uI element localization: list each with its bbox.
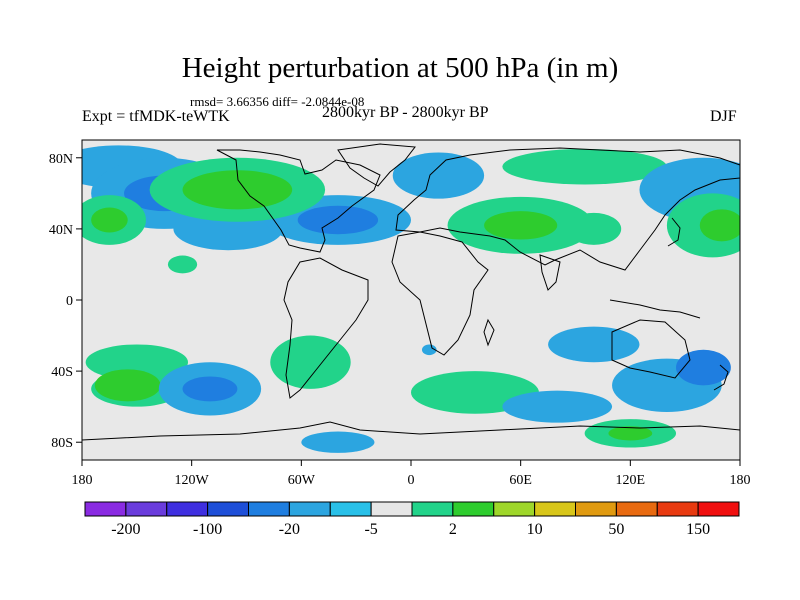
colorbar-label: 2 <box>449 521 457 538</box>
experiment-label: Expt = tfMDK-teWTK <box>82 108 230 125</box>
colorbar-label: -5 <box>364 521 377 538</box>
colorbar-label: -20 <box>279 521 300 538</box>
colorbar-swatch-15 <box>697 501 740 517</box>
colorbar-swatch-12 <box>575 501 617 517</box>
y-tick-label: 40N <box>49 223 73 238</box>
coastline-japan <box>667 217 681 247</box>
perturbation-region-25 <box>301 431 375 453</box>
colorbar-swatch-0 <box>84 501 127 517</box>
perturbation-region-24 <box>270 335 351 389</box>
y-tick-label: 80N <box>49 152 73 167</box>
perturbation-region-13 <box>484 211 558 240</box>
perturbation-region-10 <box>392 152 485 199</box>
colorbar-swatch-7 <box>370 501 413 517</box>
colorbar-swatch-4 <box>248 501 290 517</box>
x-tick-label: 0 <box>408 473 415 488</box>
coastline-india <box>539 254 561 291</box>
perturbation-region-18 <box>167 255 198 274</box>
map-plot: 180 120W 60W 0 60E 120E 180 80N 40N 0 40S 80S <box>49 139 751 488</box>
x-tick-label: 180 <box>730 473 751 488</box>
coastline-south-america <box>283 257 369 399</box>
coastlines <box>82 143 740 441</box>
x-tick-label: 60W <box>288 473 316 488</box>
y-tick-label: 80S <box>51 436 73 451</box>
colorbar-swatch-11 <box>534 501 576 517</box>
perturbation-region-9 <box>182 170 293 210</box>
coastline-africa <box>391 231 489 356</box>
coastline-eurasia <box>395 147 740 271</box>
colorbar-label: -200 <box>111 521 140 538</box>
perturbation-region-27 <box>421 344 437 356</box>
stats-label: rmsd= 3.66356 diff= -2.0844e-08 <box>190 94 365 109</box>
coastline-new-zealand <box>713 364 729 391</box>
map-axes: 180 120W 60W 0 60E 120E 180 80N 40N 0 40S 80S <box>49 152 751 488</box>
coastline-greenland <box>337 143 416 187</box>
colorbar-swatch-3 <box>207 501 249 517</box>
coastline-madagascar <box>483 318 495 347</box>
perturbation-region-5 <box>297 205 379 235</box>
x-tick-label: 180 <box>72 473 93 488</box>
perturbation-region-21 <box>94 369 161 402</box>
colorbar-swatch-5 <box>288 501 331 517</box>
colorbar-swatch-9 <box>452 501 495 517</box>
colorbar-swatch-1 <box>125 501 168 517</box>
period-label: 2800kyr BP - 2800kyr BP <box>322 104 489 121</box>
perturbation-region-19 <box>85 344 189 380</box>
y-tick-label: 40S <box>51 365 73 380</box>
x-tick-label: 120W <box>175 473 210 488</box>
perturbation-region-29 <box>502 390 613 423</box>
season-label: DJF <box>710 108 737 125</box>
perturbation-region-11 <box>502 148 667 185</box>
perturbation-region-7 <box>91 207 128 233</box>
coastline-north-america <box>216 149 381 253</box>
chart-title: Height perturbation at 500 hPa (in m) <box>181 52 619 84</box>
colorbar-swatch-13 <box>615 501 658 517</box>
perturbation-region-23 <box>182 376 238 402</box>
colorbar: -200 -100 -20 -5 2 10 50 150 <box>84 501 740 538</box>
x-tick-label: 60E <box>509 473 532 488</box>
coastline-antarctica <box>82 421 740 441</box>
coastline-australia <box>611 319 691 379</box>
colorbar-swatch-14 <box>656 501 699 517</box>
colorbar-swatch-10 <box>493 501 536 517</box>
y-tick-label: 0 <box>66 294 73 309</box>
x-tick-label: 120E <box>616 473 646 488</box>
perturbation-region-33 <box>608 426 653 441</box>
colorbar-label: 50 <box>608 521 624 538</box>
perturbation-region-17 <box>699 209 740 242</box>
colorbar-swatch-6 <box>329 501 372 517</box>
colorbar-swatch-8 <box>411 501 454 517</box>
perturbation-region-28 <box>548 326 640 363</box>
perturbation-fields <box>82 145 740 453</box>
perturbation-region-14 <box>566 212 622 245</box>
colorbar-label: 150 <box>686 521 710 538</box>
colorbar-label: 10 <box>527 521 543 538</box>
coastline-indonesia <box>609 299 701 319</box>
colorbar-swatch-2 <box>166 501 209 517</box>
colorbar-label: -100 <box>193 521 222 538</box>
